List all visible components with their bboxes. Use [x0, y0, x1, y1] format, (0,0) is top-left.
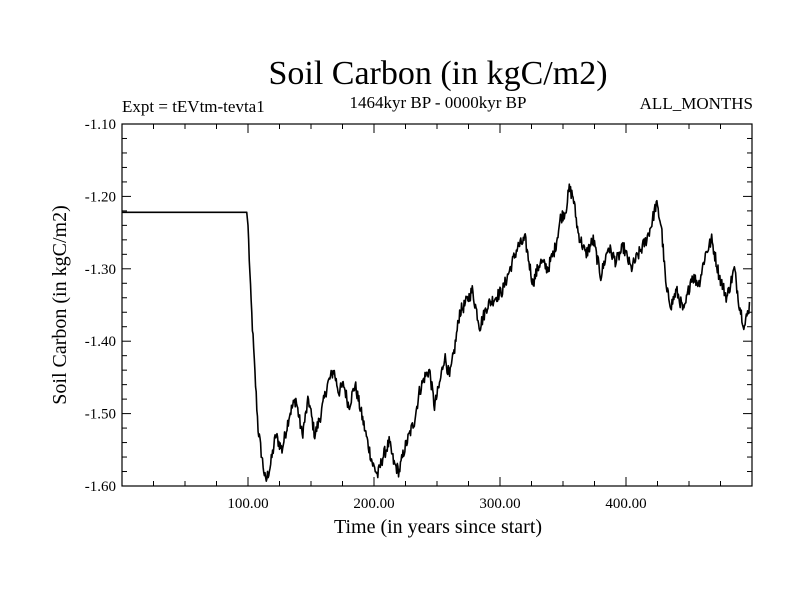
x-tick-label: 300.00: [479, 496, 520, 512]
period-label: 1464kyr BP - 0000kyr BP: [350, 93, 527, 112]
x-tick-label: 200.00: [353, 496, 394, 512]
x-axis-label: Time (in years since start): [334, 516, 542, 538]
experiment-label: Expt = tEVtm-tevta1: [122, 97, 265, 116]
plot-frame: [121, 123, 753, 487]
y-tick-label: -1.40: [85, 334, 116, 350]
y-tick-label: -1.20: [85, 189, 116, 205]
y-axis: -1.60 -1.50 -1.40 -1.30 -1.20 -1.10: [85, 117, 752, 495]
y-axis-label: Soil Carbon (in kgC/m2): [49, 205, 71, 404]
y-tick-label: -1.30: [85, 262, 116, 278]
y-tick-label: -1.50: [85, 407, 116, 423]
y-tick-label: -1.10: [85, 117, 116, 133]
series-line-soil-carbon: [121, 183, 751, 482]
x-axis: 100.00 200.00 300.00 400.00: [153, 124, 721, 512]
x-tick-label: 100.00: [227, 496, 268, 512]
chart-title: Soil Carbon (in kgC/m2): [268, 55, 607, 92]
x-tick-label: 400.00: [605, 496, 646, 512]
season-label: ALL_MONTHS: [640, 94, 753, 113]
y-tick-label: -1.60: [85, 479, 116, 495]
